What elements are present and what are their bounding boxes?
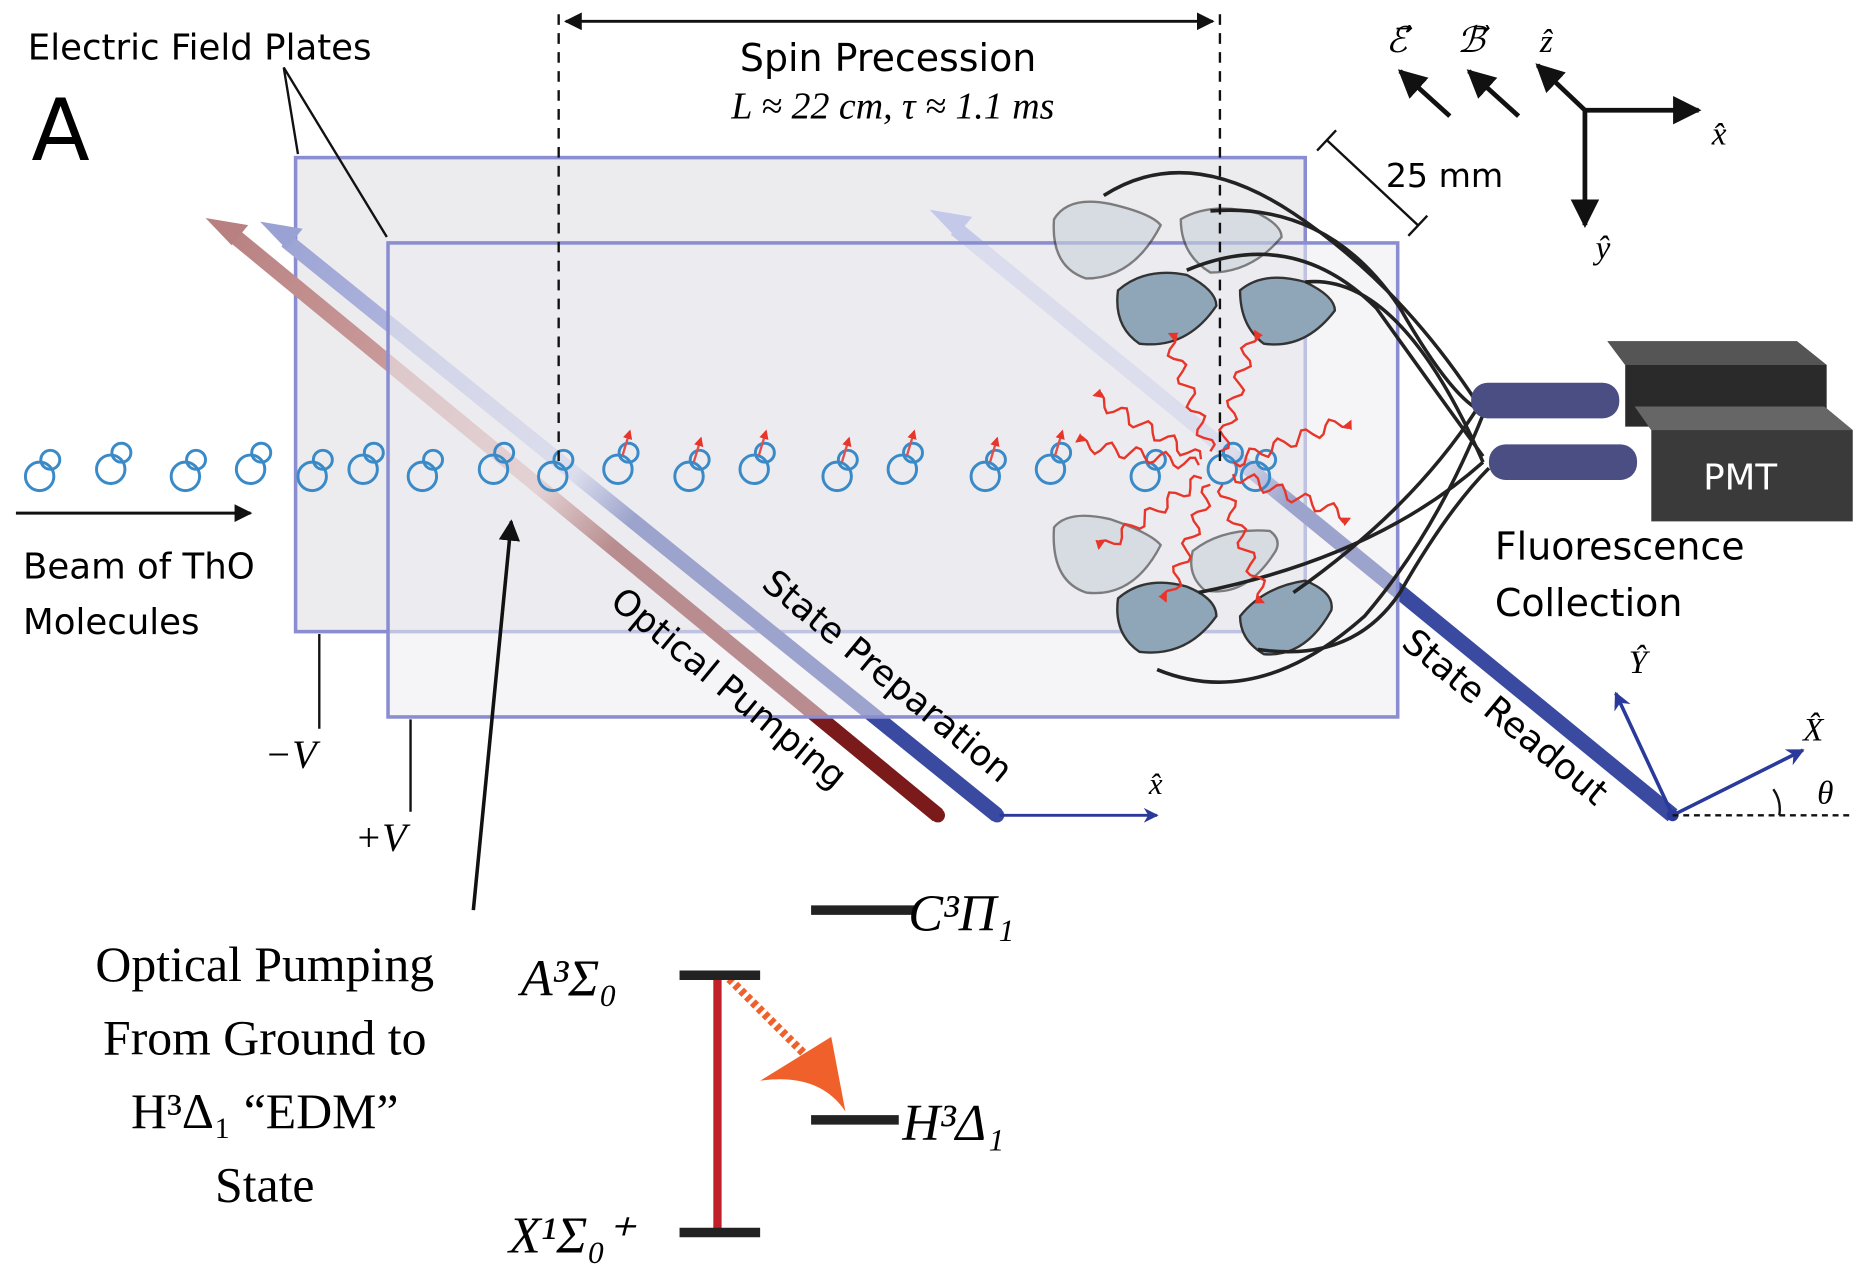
readout-X: X̂ bbox=[1801, 711, 1825, 748]
level-label: A³Σ₀ bbox=[518, 950, 618, 1007]
beam-label: Beam of ThO bbox=[23, 546, 255, 587]
beam-x: x̂ bbox=[1148, 767, 1163, 801]
readout-label: State Readout bbox=[1394, 621, 1615, 814]
decay bbox=[729, 979, 805, 1055]
pumping-note: From Ground to bbox=[103, 1011, 426, 1066]
molecule-atom bbox=[97, 455, 125, 483]
pumping-note: State bbox=[215, 1158, 315, 1213]
lab-z: ẑ bbox=[1539, 23, 1554, 60]
panel-label: A bbox=[31, 82, 89, 181]
pmt: PMT bbox=[1471, 341, 1853, 521]
spin-precession: Spin Precession bbox=[740, 36, 1036, 80]
pmt-label: PMT bbox=[1703, 457, 1777, 498]
fluorescence-label: Fluorescence bbox=[1495, 524, 1745, 568]
molecule-atom bbox=[171, 462, 199, 490]
plates-label: Electric Field Plates bbox=[28, 27, 372, 68]
z-axis bbox=[1538, 65, 1585, 110]
lab-y: ŷ bbox=[1593, 229, 1611, 266]
pump-end bbox=[931, 808, 945, 822]
theta-arc bbox=[1773, 789, 1779, 815]
level-label: X¹Σ₀⁺ bbox=[507, 1208, 637, 1265]
b-field: ℬ⃗ bbox=[1457, 20, 1490, 60]
gap-label: 25 mm bbox=[1386, 156, 1503, 195]
diagram: PMT Spin Precession L ≈ 22 cm, τ ≈ 1.1 m… bbox=[0, 0, 1858, 1268]
level-label: C³Π₁ bbox=[908, 885, 1014, 942]
molecule-atom bbox=[25, 462, 53, 490]
e-field-arrow bbox=[1400, 71, 1450, 116]
fluorescence-label: Collection bbox=[1495, 581, 1683, 625]
minus-v: −V bbox=[265, 732, 321, 777]
pumping-note: Optical Pumping bbox=[95, 937, 434, 992]
readout-X-axis bbox=[1673, 750, 1803, 815]
pumping-note: H³Δ₁ “EDM” bbox=[131, 1084, 398, 1139]
molecule-atom bbox=[236, 455, 264, 483]
level-label: H³Δ₁ bbox=[901, 1095, 1004, 1152]
theta: θ bbox=[1817, 774, 1833, 811]
plus-v: +V bbox=[355, 815, 411, 860]
e-field: ℰ⃗ bbox=[1386, 20, 1413, 60]
readout-Y: Ŷ bbox=[1629, 644, 1651, 681]
lab-x: x̂ bbox=[1711, 116, 1727, 153]
b-field-arrow bbox=[1469, 71, 1519, 116]
beam-label: Molecules bbox=[23, 602, 200, 643]
precession-params: L ≈ 22 cm, τ ≈ 1.1 ms bbox=[730, 86, 1054, 128]
